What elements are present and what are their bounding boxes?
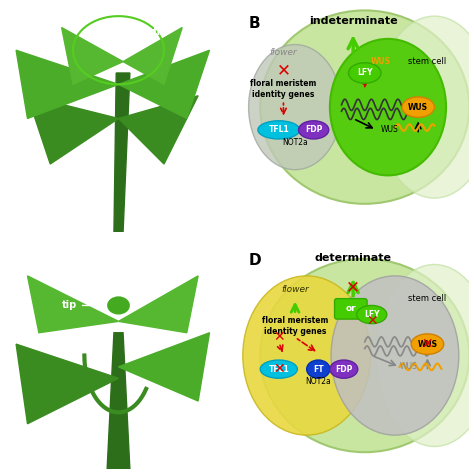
Text: TFL1: TFL1 xyxy=(268,126,289,134)
Ellipse shape xyxy=(376,264,474,447)
Ellipse shape xyxy=(411,334,444,355)
Ellipse shape xyxy=(402,97,434,118)
Text: TFL1: TFL1 xyxy=(268,365,289,374)
Text: WUS: WUS xyxy=(418,340,438,348)
Ellipse shape xyxy=(258,121,300,139)
Text: stem cell: stem cell xyxy=(408,294,447,303)
Text: flower: flower xyxy=(270,48,297,57)
Ellipse shape xyxy=(260,259,469,452)
Polygon shape xyxy=(118,96,198,164)
Ellipse shape xyxy=(330,39,446,175)
Text: flower: flower xyxy=(281,285,309,294)
Ellipse shape xyxy=(376,16,474,198)
Ellipse shape xyxy=(330,360,358,378)
Text: ✕: ✕ xyxy=(422,337,433,351)
Text: NOT2a: NOT2a xyxy=(282,138,308,147)
Text: LFY: LFY xyxy=(357,69,373,77)
Text: ✕: ✕ xyxy=(346,278,360,296)
Text: or: or xyxy=(346,304,356,313)
FancyBboxPatch shape xyxy=(335,299,367,319)
Text: floral meristem
identity genes: floral meristem identity genes xyxy=(250,79,317,99)
Text: LFY: LFY xyxy=(364,310,380,319)
Polygon shape xyxy=(27,96,118,164)
Ellipse shape xyxy=(260,360,297,378)
Ellipse shape xyxy=(107,296,130,315)
Polygon shape xyxy=(16,344,118,424)
Ellipse shape xyxy=(248,45,341,170)
Polygon shape xyxy=(114,73,130,232)
Text: determinate: determinate xyxy=(315,253,392,263)
Text: ✕: ✕ xyxy=(273,330,284,344)
Polygon shape xyxy=(62,27,123,84)
Text: stem cell: stem cell xyxy=(408,57,447,66)
Polygon shape xyxy=(118,50,210,119)
Ellipse shape xyxy=(243,276,371,435)
Ellipse shape xyxy=(299,121,329,139)
Text: FDP: FDP xyxy=(305,126,322,134)
Ellipse shape xyxy=(307,360,330,378)
Ellipse shape xyxy=(348,63,381,83)
Text: WUS: WUS xyxy=(408,103,428,111)
Polygon shape xyxy=(118,333,210,401)
Ellipse shape xyxy=(260,10,469,204)
Polygon shape xyxy=(16,50,118,119)
Polygon shape xyxy=(27,276,118,333)
Polygon shape xyxy=(107,333,130,469)
Text: FDP: FDP xyxy=(335,365,353,374)
Text: ✕: ✕ xyxy=(273,362,284,376)
Text: floral meristem
identity genes: floral meristem identity genes xyxy=(262,316,328,336)
Ellipse shape xyxy=(356,305,387,324)
Text: WUS: WUS xyxy=(381,126,399,134)
Text: WUS: WUS xyxy=(371,57,391,66)
Ellipse shape xyxy=(331,276,459,435)
Text: indeterminate: indeterminate xyxy=(309,16,397,26)
Polygon shape xyxy=(123,27,182,84)
Polygon shape xyxy=(118,276,198,333)
Text: ✕: ✕ xyxy=(366,314,377,328)
Text: A: A xyxy=(11,21,23,36)
Text: tip: tip xyxy=(62,301,114,310)
Text: WUS: WUS xyxy=(400,363,417,371)
Text: NOT2a: NOT2a xyxy=(305,377,331,386)
Text: C: C xyxy=(11,258,23,273)
Text: tip: tip xyxy=(118,27,168,53)
Text: ✕: ✕ xyxy=(276,62,291,80)
Text: FT: FT xyxy=(313,365,324,374)
Text: D: D xyxy=(248,253,261,268)
Text: B: B xyxy=(248,16,260,31)
